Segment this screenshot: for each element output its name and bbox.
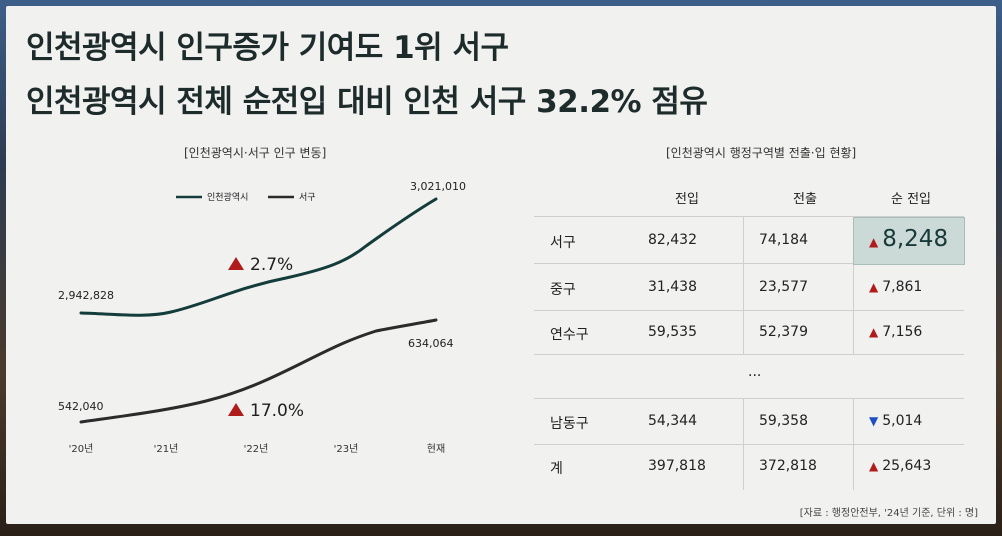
up-triangle-icon	[228, 403, 244, 416]
data-label: 3,021,010	[410, 180, 466, 193]
data-label: 634,064	[408, 337, 454, 350]
data-label: 2,942,828	[58, 289, 114, 302]
col-header-net: 순 전입	[890, 192, 931, 207]
headline-line-1: 인천광역시 인구증가 기여도 1위 서구	[26, 30, 509, 66]
row-out: 59,358	[759, 413, 808, 429]
table-ellipsis: ...	[748, 364, 762, 380]
row-in: 59,535	[648, 324, 697, 340]
down-arrow-icon: ▼	[869, 414, 879, 428]
data-label: 542,040	[58, 400, 104, 413]
row-out: 372,818	[759, 458, 817, 474]
x-tick-label: '22년	[244, 443, 269, 455]
legend-label: 서구	[299, 192, 316, 203]
x-tick-label: '21년	[154, 443, 179, 455]
row-net: ▲ 8,248	[869, 226, 949, 252]
col-header-out: 전출	[793, 192, 817, 207]
row-net: ▼ 5,014	[869, 413, 923, 429]
row-out: 52,379	[759, 324, 808, 340]
series-line-incheon	[79, 197, 438, 317]
x-tick-label: '20년	[69, 443, 94, 455]
up-triangle-icon	[228, 257, 244, 270]
row-in: 82,432	[648, 232, 697, 248]
net-highlight-box	[853, 217, 965, 265]
growth-label-incheon: 2.7%	[250, 255, 293, 275]
legend-label: 인천광역시	[207, 191, 248, 203]
row-out: 74,184	[759, 232, 808, 248]
row-net: ▲ 7,156	[869, 324, 923, 340]
row-net: ▲ 25,643	[869, 458, 932, 474]
up-arrow-icon: ▲	[869, 235, 879, 249]
row-in: 31,438	[648, 279, 697, 295]
row-in: 397,818	[648, 458, 706, 474]
row-out: 23,577	[759, 279, 808, 295]
up-arrow-icon: ▲	[869, 280, 879, 294]
up-arrow-icon: ▲	[869, 325, 879, 339]
slide-card: 인천광역시 인구증가 기여도 1위 서구 인천광역시 전체 순전입 대비 인천 …	[6, 6, 996, 524]
row-name: 중구	[550, 282, 576, 298]
population-line-chart: '20년 '21년 '22년 '23년 현재 인천광역시 서구 2,942,828 3,021,…	[58, 180, 466, 455]
row-name: 서구	[550, 235, 576, 251]
row-in: 54,344	[648, 413, 697, 429]
chart-title: [인천광역시·서구 인구 변동]	[184, 146, 327, 160]
growth-label-seogu: 17.0%	[250, 401, 304, 421]
series-line-seogu	[79, 318, 438, 424]
row-name: 계	[550, 461, 563, 477]
headline-line-2: 인천광역시 전체 순전입 대비 인천 서구 32.2% 점유	[26, 84, 708, 120]
x-tick-label: '23년	[334, 443, 359, 455]
x-tick-label: 현재	[427, 443, 445, 455]
row-name: 연수구	[550, 327, 589, 343]
col-header-in: 전입	[675, 192, 699, 207]
up-arrow-icon: ▲	[869, 459, 879, 473]
table-title: [인천광역시 행정구역별 전출·입 현황]	[666, 146, 857, 160]
row-net: ▲ 7,861	[869, 279, 923, 295]
source-note: [자료 : 행정안전부, '24년 기준, 단위 : 명]	[799, 508, 978, 519]
row-name: 남동구	[550, 416, 589, 432]
